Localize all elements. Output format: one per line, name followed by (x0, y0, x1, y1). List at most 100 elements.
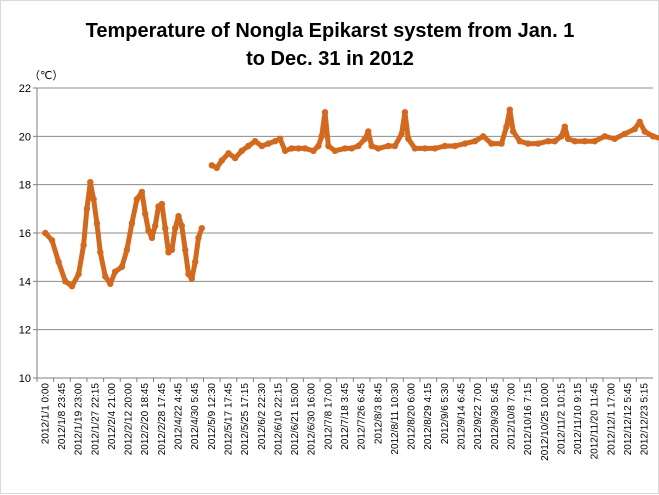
data-point (172, 225, 179, 232)
data-point (361, 135, 369, 142)
data-point (325, 142, 332, 150)
x-tick-label: 2012/11/10 9:15 (573, 383, 584, 455)
data-point (301, 145, 309, 152)
x-tick-label: 2012/8/11 10:30 (390, 383, 401, 455)
x-tick-label: 2012/6/30 16:00 (307, 383, 318, 456)
x-tick-label: 2012/10/8 7:00 (506, 383, 517, 450)
data-point (281, 147, 289, 154)
data-point (321, 109, 329, 116)
x-tick-label: 2012/5/9 12:30 (207, 383, 218, 450)
x-tick-label: 2012/9/6 5:30 (440, 383, 451, 445)
data-point (83, 205, 91, 212)
x-tick-label: 2012/5/17 17:45 (223, 383, 234, 456)
data-point (398, 130, 405, 138)
data-point (621, 130, 628, 138)
data-point (87, 179, 94, 186)
data-point (295, 145, 302, 152)
data-point (441, 142, 449, 150)
y-tick-label: 22 (19, 83, 31, 95)
y-tick-label: 12 (19, 325, 31, 337)
x-tick-label: 2012/9/14 6:45 (457, 383, 468, 450)
data-point (123, 246, 131, 254)
data-point (331, 147, 339, 154)
data-point (276, 135, 284, 142)
data-point (93, 220, 101, 227)
data-point (97, 249, 104, 256)
x-tick-label: 2012/1/27 22:15 (90, 383, 101, 456)
y-tick-labels: 10 12 14 16 18 20 22 (19, 83, 31, 385)
y-tick-label: 14 (19, 276, 31, 288)
x-tick-label: 2012/11/20 11:45 (590, 383, 601, 460)
data-point (315, 142, 322, 150)
data-point (245, 142, 252, 150)
x-tick-labels: 2012/1/1 0:00 2012/1/8 23:45 2012/1/19 23:… (40, 383, 650, 461)
y-tick-label: 16 (19, 228, 31, 240)
gridlines (37, 87, 653, 331)
data-point (185, 270, 192, 278)
x-tick-label: 2012/8/20 6:00 (407, 383, 418, 450)
x-tick-label: 2012/12/12 5:45 (623, 383, 634, 456)
x-tick-label: 2012/1/19 23:00 (74, 383, 85, 456)
x-tick-label: 2012/7/8 17:00 (323, 383, 334, 450)
data-point (516, 138, 523, 145)
x-tick-label: 2012/7/18 3:45 (340, 383, 351, 450)
data-point (142, 210, 149, 217)
data-point (192, 258, 199, 266)
data-point (265, 140, 272, 147)
data-point (152, 222, 159, 229)
data-point (641, 128, 648, 135)
data-point (148, 234, 156, 241)
data-point (471, 138, 479, 145)
chart-title-line-2: to Dec. 31 in 2012 (246, 48, 414, 70)
data-point (198, 225, 205, 232)
data-point (218, 157, 225, 164)
y-tick-label: 18 (19, 180, 31, 192)
data-point (391, 142, 399, 150)
data-point (611, 135, 618, 142)
data-point (561, 123, 568, 130)
data-point (55, 258, 62, 266)
data-point (649, 133, 657, 140)
x-tick-label: 2012/6/2 22:30 (257, 383, 268, 450)
data-point (551, 138, 558, 145)
data-point (231, 154, 239, 162)
data-point (488, 140, 495, 147)
x-tick-label: 2012/1/8 23:45 (57, 383, 68, 450)
x-tick-label: 2012/5/25 17:15 (240, 383, 251, 456)
data-point (564, 135, 572, 142)
data-point (636, 118, 643, 126)
data-point (558, 133, 565, 140)
data-point (118, 263, 126, 270)
data-point (213, 164, 220, 171)
data-point (571, 138, 578, 145)
data-point (405, 135, 412, 142)
data-point (591, 138, 598, 145)
x-tick-label: 2012/9/30 5:45 (490, 383, 501, 450)
x-tick-label: 2012/6/10 22:15 (273, 383, 284, 456)
data-point (503, 123, 510, 130)
data-point (421, 145, 429, 152)
data-point (510, 128, 517, 135)
data-point (168, 246, 176, 254)
data-point (401, 109, 409, 116)
data-point (355, 142, 362, 150)
y-tick-label: 10 (19, 373, 31, 385)
data-point (348, 145, 355, 152)
data-point (68, 283, 76, 290)
data-point (258, 142, 265, 150)
x-tick-label: 2012/1/1 0:00 (40, 383, 51, 445)
x-tick-label: 2012/2/20 18:45 (140, 383, 151, 456)
temperature-line (42, 179, 205, 289)
data-point (62, 278, 69, 285)
x-tick-label: 2012/11/2 10:15 (556, 383, 567, 455)
data-point (534, 140, 542, 147)
x-tick-label: 2012/8/29 4:15 (423, 383, 434, 450)
data-point (341, 145, 349, 152)
data-point (188, 275, 195, 283)
data-point (133, 196, 141, 203)
data-point (225, 150, 232, 157)
x-tick-label: 2012/8/3 8:45 (373, 383, 384, 445)
x-tick-label: 2012/12/1 17:00 (606, 383, 617, 456)
data-point (498, 140, 505, 147)
data-point (75, 270, 82, 278)
